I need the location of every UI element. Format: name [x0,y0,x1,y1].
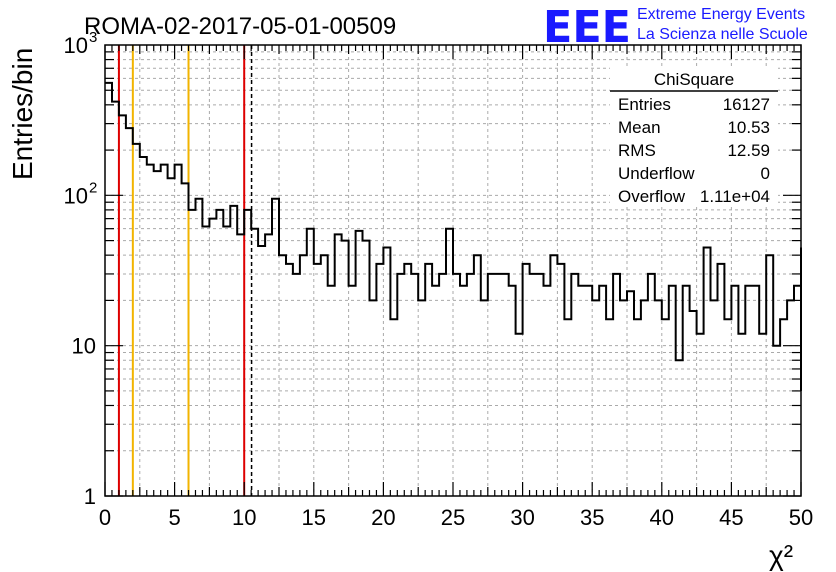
stats-row-label: Entries [618,95,671,114]
chart-title: ROMA-02-2017-05-01-00509 [84,13,396,40]
x-tick-label: 10 [232,505,256,530]
x-tick-label: 40 [650,505,674,530]
axis-ticks [104,45,802,497]
y-tick-label: 10 [64,183,88,208]
stats-row-value: 0 [761,164,770,183]
stats-box-background [610,66,778,206]
x-tick-label: 30 [510,505,534,530]
stats-box-rows: Entries 16127 Mean 10.53 RMS 12.59 Underflow 0 O… [618,95,770,206]
y-tick-label-exponent: 3 [89,29,97,46]
x-tick-label: 50 [789,505,813,530]
x-axis-label: χ² [769,540,793,571]
y-axis-label: Entries/bin [7,48,38,180]
y-tick-label: 10 [64,33,88,58]
brand-line-2: La Scienza nelle Scuole [637,26,808,43]
y-tick-label-exponent: 2 [89,179,97,196]
x-tick-label: 20 [371,505,395,530]
stats-row-label: Overflow [618,187,686,206]
stats-row-label: Mean [618,118,661,137]
x-tick-label: 15 [302,505,326,530]
x-tick-label: 25 [441,505,465,530]
reference-lines [117,45,253,496]
stats-row-value: 1.11e+04 [700,187,770,206]
stats-row-label: Underflow [618,164,695,183]
eee-logo: EEE [543,2,631,53]
x-tick-label: 45 [719,505,743,530]
x-tick-labels: 0 5 10 15 20 25 30 35 40 45 50 [99,505,813,530]
x-tick-label: 35 [580,505,604,530]
stats-box: ChiSquare Entries 16127 Mean 10.53 RMS 12.59 U… [610,66,778,206]
x-tick-label: 5 [168,505,180,530]
stats-row-label: RMS [618,141,656,160]
x-tick-label: 0 [99,505,111,530]
stats-row-value: 10.53 [727,118,770,137]
stats-box-title: ChiSquare [654,70,734,89]
stats-row-value: 16127 [723,95,770,114]
brand-line-1: Extreme Energy Events [637,6,805,23]
y-tick-label: 10 [72,334,96,359]
y-tick-label: 1 [84,484,96,509]
stats-row-value: 12.59 [727,141,770,160]
